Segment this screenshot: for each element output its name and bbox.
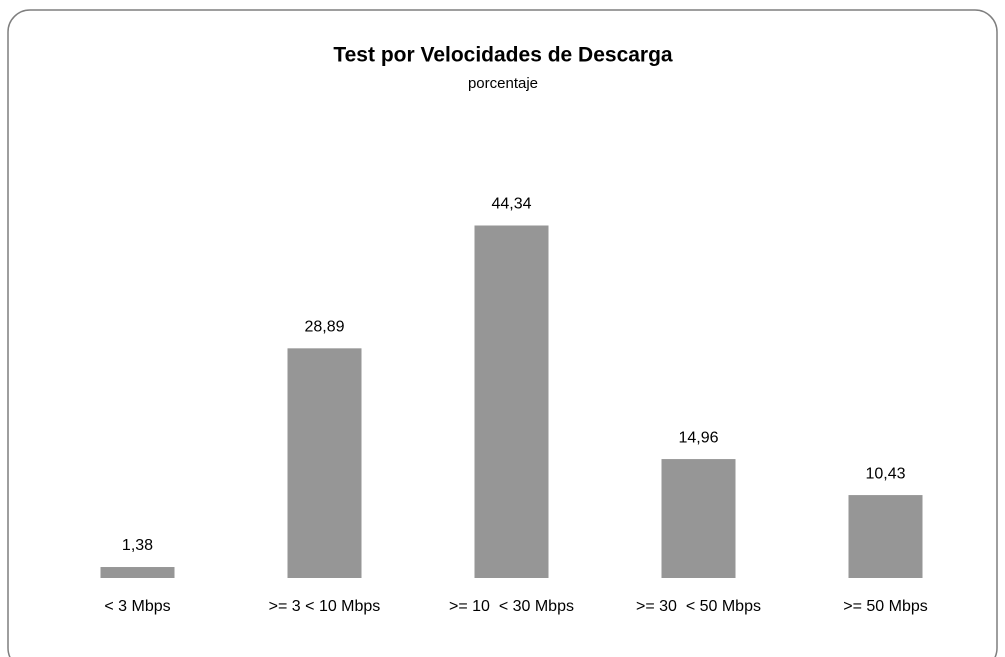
data-label: 14,96 xyxy=(678,429,718,446)
x-tick-label: >= 10 < 30 Mbps xyxy=(449,598,574,615)
x-tick-label: >= 50 Mbps xyxy=(843,598,928,615)
bar xyxy=(474,225,549,578)
bar xyxy=(287,348,362,578)
chart-title: Test por Velocidades de Descarga xyxy=(333,44,673,67)
bar xyxy=(100,567,175,578)
x-tick-label: >= 3 < 10 Mbps xyxy=(269,598,381,615)
x-tick-label: >= 30 < 50 Mbps xyxy=(636,598,761,615)
bar xyxy=(661,459,736,578)
data-label: 1,38 xyxy=(122,537,153,554)
data-label: 44,34 xyxy=(491,196,531,213)
x-tick-label: < 3 Mbps xyxy=(104,598,170,615)
data-label: 28,89 xyxy=(304,319,344,336)
bar xyxy=(848,495,923,578)
chart-subtitle: porcentaje xyxy=(468,75,538,92)
data-label: 10,43 xyxy=(865,465,905,482)
